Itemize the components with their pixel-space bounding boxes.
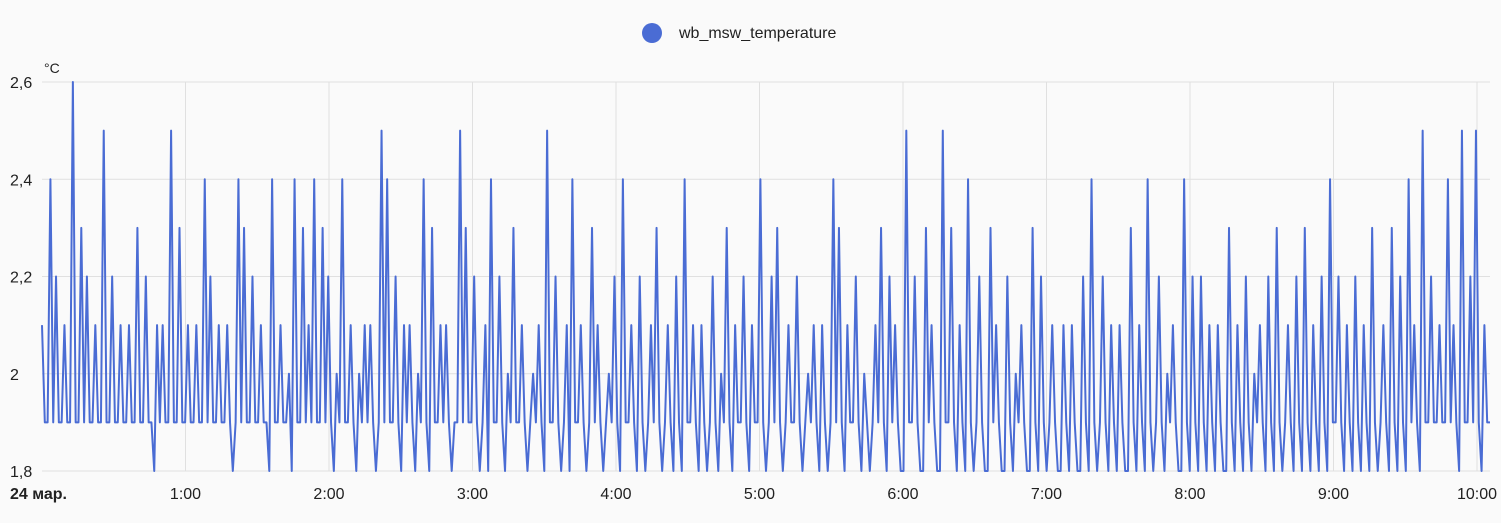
x-tick-label: 3:00 xyxy=(457,486,488,503)
x-tick-label: 10:00 xyxy=(1457,486,1497,503)
x-tick-label: 1:00 xyxy=(170,486,201,503)
y-tick-label: 1,8 xyxy=(10,464,32,481)
x-tick-label: 24 мар. xyxy=(10,486,67,503)
y-tick-label: 2 xyxy=(10,367,19,384)
y-axis-ticks: 1,8 2 2,2 2,4 2,6 xyxy=(10,75,32,481)
x-tick-label: 4:00 xyxy=(600,486,631,503)
legend-swatch-icon[interactable] xyxy=(642,23,662,43)
y-tick-label: 2,6 xyxy=(10,75,32,92)
y-axis-unit-label: °C xyxy=(44,60,60,76)
series-layer xyxy=(41,81,1490,472)
y-tick-label: 2,4 xyxy=(10,172,32,189)
x-tick-label: 8:00 xyxy=(1174,486,1205,503)
x-tick-label: 7:00 xyxy=(1031,486,1062,503)
x-axis-ticks: 24 мар. 1:00 2:00 3:00 4:00 5:00 6:00 7:00 8:00 9… xyxy=(10,486,1497,503)
x-tick-label: 9:00 xyxy=(1318,486,1349,503)
x-tick-label: 6:00 xyxy=(887,486,918,503)
chart-legend[interactable]: wb_msw_temperature xyxy=(642,23,837,43)
x-tick-label: 2:00 xyxy=(313,486,344,503)
x-tick-label: 5:00 xyxy=(744,486,775,503)
y-tick-label: 2,2 xyxy=(10,270,32,287)
legend-label[interactable]: wb_msw_temperature xyxy=(678,25,837,42)
series-line-wb-msw-temperature[interactable] xyxy=(41,81,1490,472)
